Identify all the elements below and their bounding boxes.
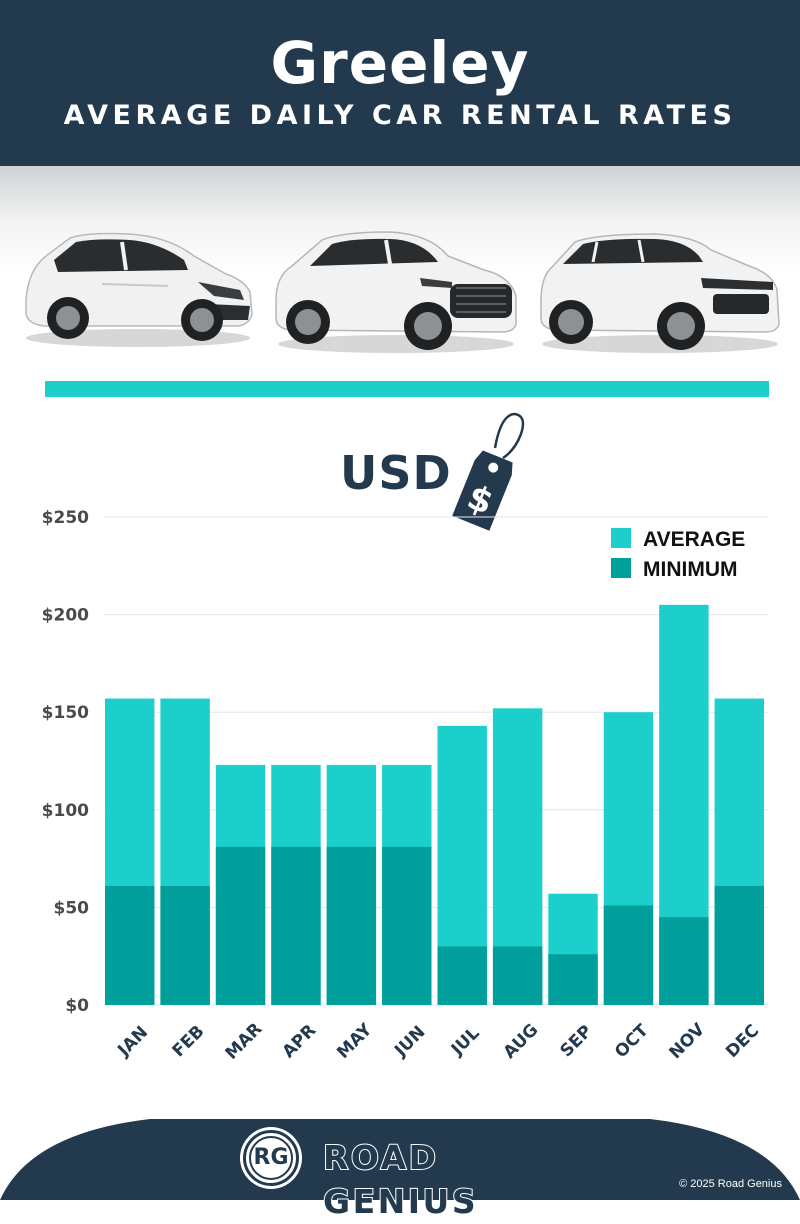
currency-label: USD: [340, 446, 452, 500]
x-tick-label: APR: [279, 1021, 321, 1063]
cars-banner: [0, 166, 800, 366]
hatchback-car-image: [25, 232, 253, 347]
suv-car-image: [275, 231, 517, 353]
luxury-suv-car-image: [540, 233, 780, 353]
x-tick-label: JUN: [390, 1022, 429, 1061]
page-subtitle: AVERAGE DAILY CAR RENTAL RATES: [63, 100, 737, 131]
x-tick-label: AUG: [500, 1020, 543, 1063]
rental-rates-chart: $0 $50 $100 $150 $200 $250 JAN FEB MAR APR MAY JUN…: [42, 508, 769, 1064]
x-tick-label: NOV: [666, 1019, 710, 1063]
x-tick-label: DEC: [722, 1021, 763, 1062]
legend-swatch-minimum: [611, 558, 631, 578]
x-tick-label: JAN: [113, 1022, 152, 1061]
brand-name: ROAD GENIUS: [322, 1137, 479, 1222]
bar-minimum-jan: [105, 885, 155, 1005]
bar-minimum-jun: [382, 846, 432, 1005]
x-tick-label: FEB: [169, 1022, 209, 1062]
price-tag-icon: $: [452, 412, 525, 531]
header-banner: Greeley AVERAGE DAILY CAR RENTAL RATES: [0, 0, 800, 166]
y-tick-label: $100: [42, 801, 89, 821]
bar-minimum-jul: [437, 946, 487, 1005]
bar-minimum-apr: [271, 846, 321, 1005]
rg-logo-text: RG: [249, 1136, 293, 1180]
gridlines: [104, 516, 769, 1006]
y-tick-label: $200: [42, 606, 89, 626]
bar-minimum-aug: [492, 946, 543, 1005]
bar-minimum-sep: [548, 954, 598, 1005]
y-tick-label: $250: [42, 508, 89, 528]
x-tick-label: MAY: [333, 1019, 376, 1062]
y-axis-ticks: $0 $50 $100 $150 $200 $250: [42, 508, 89, 1016]
bars: [105, 604, 764, 1005]
brand-logo-lockup: RG ROAD GENIUS: [243, 1128, 563, 1222]
y-tick-label: $150: [42, 703, 89, 723]
bar-minimum-may: [326, 846, 377, 1005]
bar-minimum-nov: [659, 917, 709, 1005]
legend: AVERAGE MINIMUM: [611, 528, 745, 581]
copyright-text: © 2025 Road Genius: [679, 1178, 782, 1190]
x-tick-label: SEP: [557, 1021, 597, 1061]
y-tick-label: $50: [54, 898, 90, 918]
currency-header: USD $: [340, 408, 540, 538]
y-tick-label: $0: [65, 996, 89, 1016]
legend-label-average: AVERAGE: [643, 528, 745, 551]
x-tick-label: OCT: [611, 1020, 653, 1062]
rg-logo-icon: RG: [243, 1130, 299, 1186]
x-tick-label: MAR: [222, 1019, 267, 1064]
legend-swatch-average: [611, 528, 631, 548]
bar-minimum-dec: [714, 885, 764, 1005]
footer-banner: [0, 1119, 800, 1200]
accent-divider: [45, 381, 769, 397]
bar-minimum-feb: [160, 885, 210, 1005]
page-title: Greeley: [270, 29, 530, 97]
x-axis-ticks: JAN FEB MAR APR MAY JUN JUL AUG SEP OCT NOV DEC: [113, 1019, 763, 1064]
legend-label-minimum: MINIMUM: [643, 558, 737, 581]
x-tick-label: JUL: [447, 1023, 484, 1060]
bar-minimum-oct: [603, 905, 654, 1005]
bar-minimum-mar: [215, 846, 266, 1005]
